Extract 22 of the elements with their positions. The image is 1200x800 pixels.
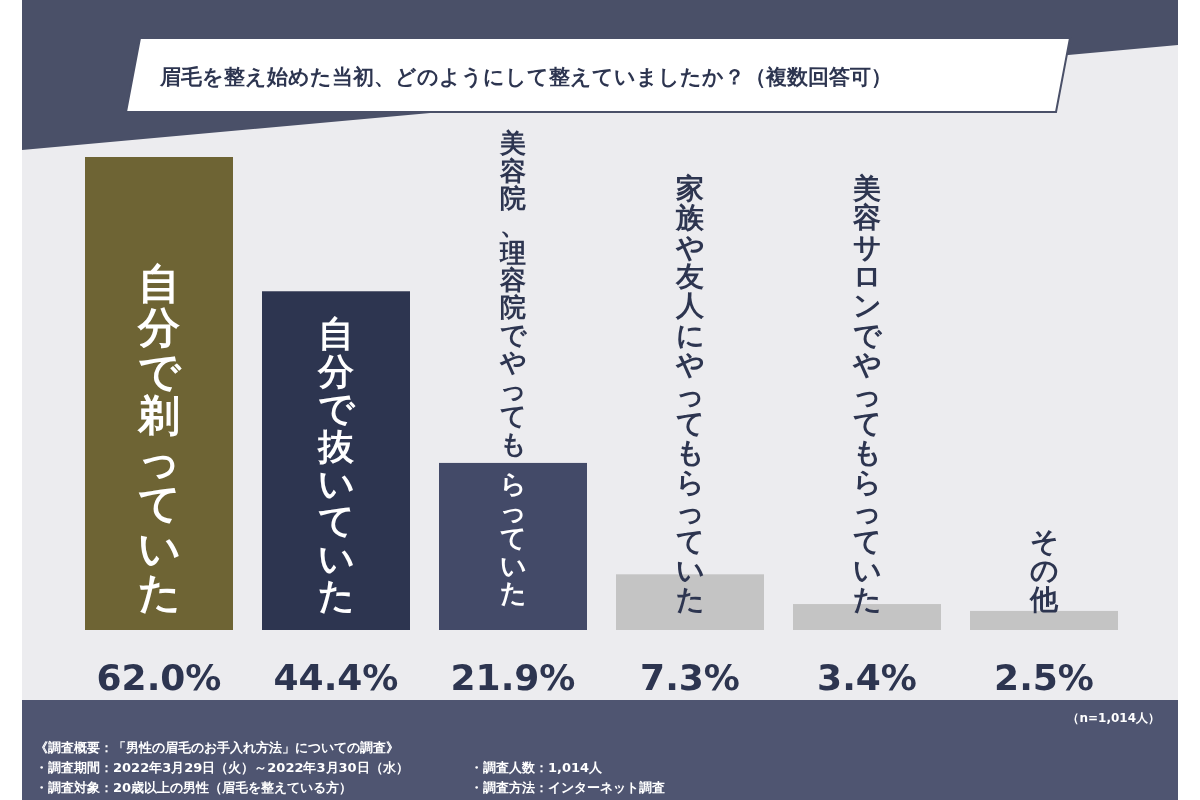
data-label: 62.0% [96,657,222,698]
data-label: 7.3% [640,657,740,698]
text: ・調査人数：1,014人 [470,760,604,775]
x-tick-label: その他 [1029,524,1059,617]
data-label: 44.4% [273,657,399,698]
x-tick-label: 自分で剃っていた [137,258,182,617]
text: 《調査概要：「男性の眉毛のお手入れ方法」についての調査》 [35,740,399,755]
bar [262,291,410,630]
text: ・調査方法：インターネット調査 [470,780,665,795]
text: （n=1,014人） [1067,711,1160,725]
category-label: 美容サロンでやってもらっていた [852,171,882,617]
bar [85,157,233,630]
category-label: 美容院、理容院でやってもらっていた [499,128,527,608]
x-tick-label: 自分で抜いていた [317,313,356,616]
bar [439,462,587,630]
chart-title: 眉毛を整え始めた当初、どのようにして整えていましたか？（複数回答可） [159,65,892,89]
text: ・調査期間：2022年3月29日（火）～2022年3月30日（水） [35,760,409,775]
data-label: 3.4% [817,657,917,698]
text: ・調査対象：20歳以上の男性（眉毛を整えている方） [35,780,353,795]
data-label: 2.5% [994,657,1094,698]
category-label: 家族や友人にやってもらっていた [675,171,705,617]
data-label: 21.9% [450,657,576,698]
